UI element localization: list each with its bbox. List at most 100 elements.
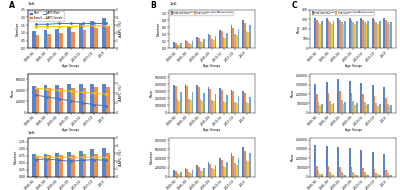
Bar [242,20,244,48]
X-axis label: Age Groups: Age Groups [344,64,362,68]
Bar [102,148,106,177]
Bar [337,18,339,48]
Bar [342,174,344,177]
Bar [352,172,354,177]
Bar [226,33,228,48]
Bar [188,99,190,112]
Bar [387,22,389,48]
Bar [249,25,251,48]
Bar [248,103,249,112]
Bar [180,44,182,48]
Bar [44,154,47,177]
Bar [385,170,387,177]
Bar [198,38,200,48]
Bar [360,150,362,177]
Bar [102,18,106,48]
Y-axis label: Number: Number [15,22,19,36]
Bar [379,104,380,112]
Bar [210,89,211,112]
Bar [367,175,369,177]
Bar [82,154,86,177]
Bar [226,95,228,112]
Bar [377,24,379,48]
Bar [318,22,320,48]
Bar [214,36,216,48]
Y-axis label: Rate: Rate [297,25,301,33]
Bar [192,170,193,177]
Bar [180,172,182,177]
Bar [59,33,63,48]
Bar [178,174,180,177]
Bar [192,92,193,112]
Y-axis label: Rate: Rate [291,89,295,97]
Bar [175,171,176,177]
Bar [354,174,356,177]
Bar [364,173,366,177]
Bar [341,100,342,112]
Bar [374,169,375,177]
Bar [192,41,193,48]
Bar [351,167,352,177]
Bar [71,155,74,177]
Bar [356,103,358,112]
Bar [186,41,188,48]
Bar [203,93,205,112]
Bar [366,24,367,48]
Bar [316,166,318,177]
Bar [203,168,205,177]
Bar [375,22,377,48]
Bar [94,154,98,177]
Bar [201,171,203,177]
Bar [342,104,344,112]
Bar [246,160,248,177]
Bar [320,105,321,112]
Bar [44,85,47,112]
Bar [106,153,110,177]
Bar [231,25,232,48]
Bar [356,175,358,177]
Y-axis label: AAPC (%): AAPC (%) [119,21,123,37]
Bar [375,103,377,112]
Bar [366,105,367,112]
Bar [351,20,352,48]
Bar [344,21,346,48]
Bar [384,87,385,112]
Bar [351,93,352,112]
Bar [326,146,328,177]
Bar [384,18,385,48]
Bar [219,30,221,48]
Bar [389,175,390,177]
Bar [314,145,316,177]
Bar [238,158,239,177]
Bar [244,23,246,48]
Bar [242,91,244,112]
Bar [337,147,339,177]
Bar [321,21,323,48]
Bar [190,173,192,177]
Bar [32,31,36,48]
Bar [331,174,333,177]
Bar [223,37,224,48]
Bar [321,104,323,112]
Bar [224,167,226,177]
Bar [387,104,389,112]
Bar [333,21,334,48]
X-axis label: Age Groups: Age Groups [62,128,80,132]
Bar [221,160,223,177]
Bar [320,174,321,177]
Bar [329,22,331,48]
Bar [71,32,74,48]
X-axis label: Age Groups: Age Groups [344,128,362,132]
Bar [390,175,392,177]
Bar [232,156,234,177]
Bar [219,158,221,177]
Bar [362,168,364,177]
Bar [196,85,198,112]
Bar [106,26,110,48]
Bar [180,92,182,112]
Bar [349,18,351,48]
Bar [339,91,341,112]
Bar [71,88,74,112]
Bar [320,24,321,48]
Bar [173,170,175,177]
